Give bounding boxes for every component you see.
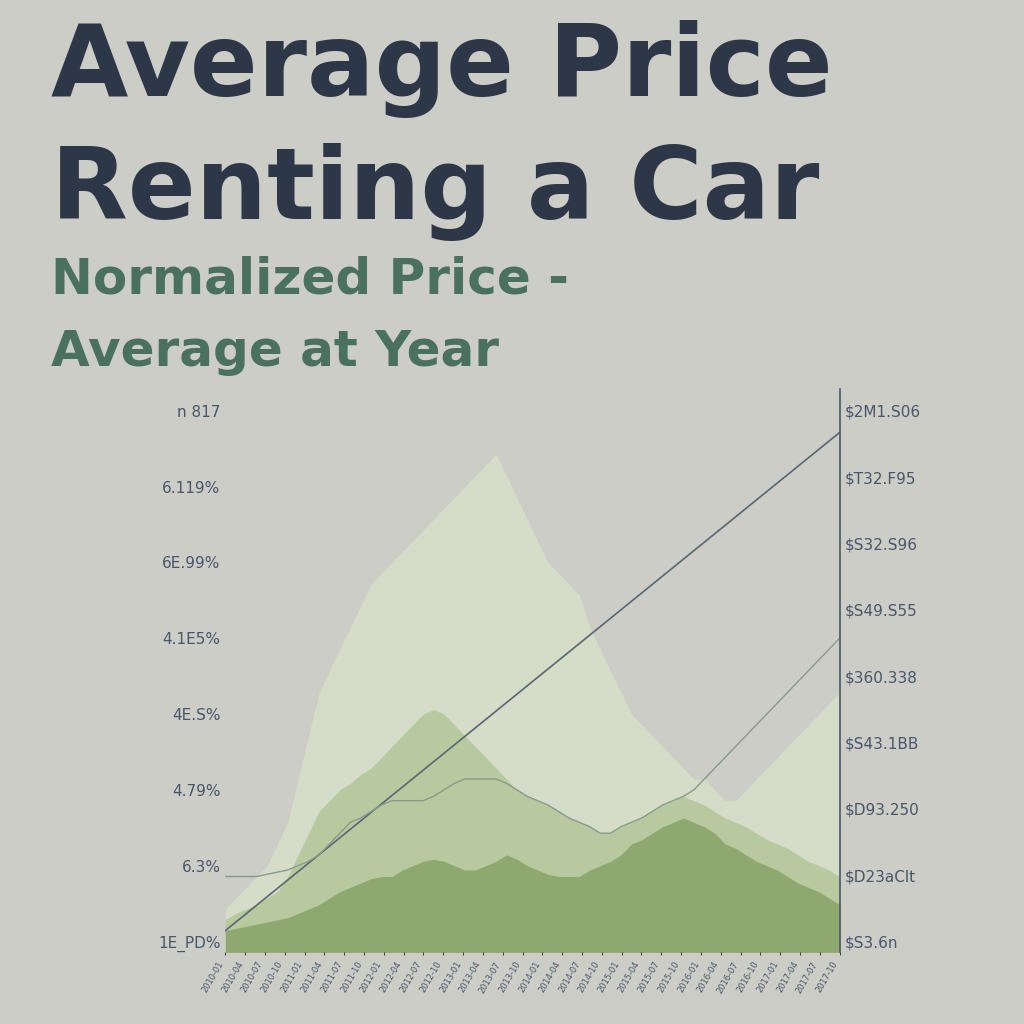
Text: Average Price: Average Price <box>51 20 833 119</box>
Text: Renting a Car: Renting a Car <box>51 143 819 242</box>
Text: Normalized Price -: Normalized Price - <box>51 256 569 304</box>
Text: Average at Year: Average at Year <box>51 328 500 376</box>
